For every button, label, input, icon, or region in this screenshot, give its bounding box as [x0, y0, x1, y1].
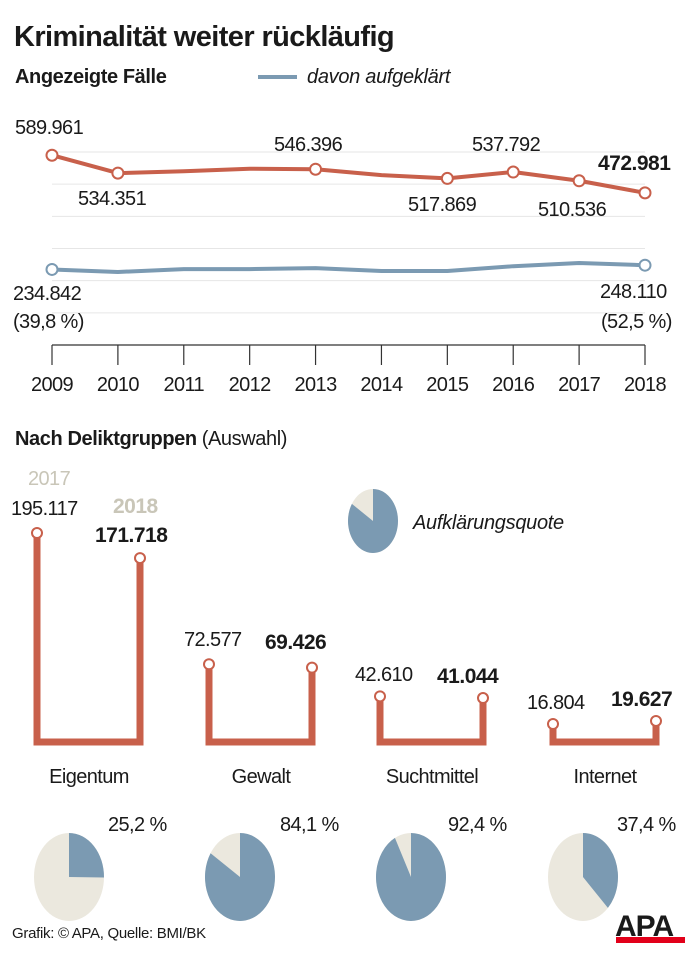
gridlines	[52, 151, 645, 314]
bar-label-eigentum-2018: 171.718	[95, 524, 168, 547]
pie-label-eigentum: 25,2 %	[108, 814, 167, 836]
bar-section-title-bold: Nach Deliktgruppen	[15, 428, 197, 450]
solved-point	[638, 258, 652, 272]
x-tick-label: 2016	[492, 374, 535, 396]
x-tick-label: 2011	[163, 374, 204, 396]
label-solved-2009-pct: (39,8 %)	[13, 311, 84, 333]
x-tick-label: 2012	[229, 374, 272, 396]
source-credit: Grafik: © APA, Quelle: BMI/BK	[12, 925, 206, 942]
bar-marker-2018	[650, 714, 662, 727]
bar-label-internet-2017: 16.804	[527, 692, 585, 714]
legend-label-solved: davon aufgeklärt	[307, 66, 452, 88]
reported-point	[111, 166, 125, 180]
bar-label-gewalt-2018: 69.426	[265, 631, 326, 654]
pie-gewalt-slice	[204, 833, 275, 921]
pie-suchtmittel-slice	[376, 833, 446, 921]
label-2015: 517.869	[408, 194, 477, 216]
pie-legend-slice	[348, 489, 398, 553]
pie-internet-slice	[583, 833, 619, 908]
x-tick-label: 2018	[624, 374, 667, 396]
bar-label-eigentum-2017: 195.117	[11, 498, 78, 520]
x-tick-label: 2015	[426, 374, 469, 396]
x-tick-label: 2010	[97, 374, 140, 396]
bar-marker-2017	[374, 690, 386, 703]
label-2010: 534.351	[78, 188, 147, 210]
solved-point	[45, 262, 59, 276]
apa-logo: APA	[615, 910, 685, 943]
x-tick-label: 2013	[295, 374, 338, 396]
bar-marker-2017	[203, 658, 215, 671]
reported-point	[440, 171, 454, 185]
bar-eigentum	[33, 533, 144, 746]
bar-label-suchtmittel-2017: 42.610	[355, 664, 413, 686]
bar-gewalt	[205, 664, 316, 746]
solved-line	[51, 260, 646, 274]
category-eigentum: Eigentum	[49, 766, 129, 788]
year-label-2017: 2017	[28, 468, 71, 490]
label-2018: 472.981	[598, 152, 671, 175]
bar-label-internet-2018: 19.627	[611, 688, 672, 711]
label-solved-2018-pct: (52,5 %)	[601, 311, 672, 333]
pie-eigentum-slice	[69, 833, 104, 878]
bar-marker-2018	[134, 552, 146, 565]
label-2013: 546.396	[274, 134, 343, 156]
apa-logo-bar	[616, 937, 685, 943]
x-tick-label: 2009	[31, 374, 74, 396]
line-series	[45, 148, 652, 276]
chart-title: Kriminalität weiter rückläufig	[14, 21, 394, 53]
pie-legend-label: Aufklärungsquote	[412, 512, 564, 534]
reported-point	[309, 162, 323, 176]
bar-series	[31, 527, 662, 746]
x-tick-label: 2014	[360, 374, 403, 396]
x-axis: 2009 2010 2011 2012 2013 2014 2015 2016 2017 2018	[31, 344, 667, 396]
category-gewalt: Gewalt	[232, 766, 292, 788]
bar-section-title: Nach Deliktgruppen (Auswahl)	[15, 428, 287, 450]
bar-suchtmittel	[376, 696, 487, 746]
year-label-2018: 2018	[113, 495, 159, 518]
bar-marker-2017	[31, 527, 43, 539]
label-2017: 510.536	[538, 199, 607, 221]
x-tick-label: 2017	[558, 374, 601, 396]
bar-internet	[549, 720, 660, 746]
reported-point	[45, 148, 59, 162]
reported-point	[572, 174, 586, 188]
label-solved-2009: 234.842	[13, 283, 82, 305]
category-suchtmittel: Suchtmittel	[386, 766, 478, 788]
reported-line	[51, 153, 646, 195]
bar-marker-2017	[547, 718, 559, 731]
bar-marker-2018	[477, 692, 489, 705]
label-2009: 589.961	[15, 117, 84, 139]
bar-section-subtitle: (Auswahl)	[202, 428, 287, 450]
bar-label-suchtmittel-2018: 41.044	[437, 665, 499, 688]
reported-point	[638, 186, 652, 200]
pie-label-internet: 37,4 %	[617, 814, 676, 836]
bar-label-gewalt-2017: 72.577	[184, 629, 242, 651]
pie-label-suchtmittel: 92,4 %	[448, 814, 507, 836]
bar-marker-2018	[306, 661, 318, 674]
pie-series	[34, 489, 619, 921]
pie-label-gewalt: 84,1 %	[280, 814, 339, 836]
category-internet: Internet	[573, 766, 637, 788]
line-chart-title: Angezeigte Fälle	[15, 66, 167, 88]
reported-point	[506, 165, 520, 179]
label-2016: 537.792	[472, 134, 541, 156]
label-solved-2018: 248.110	[600, 281, 667, 303]
